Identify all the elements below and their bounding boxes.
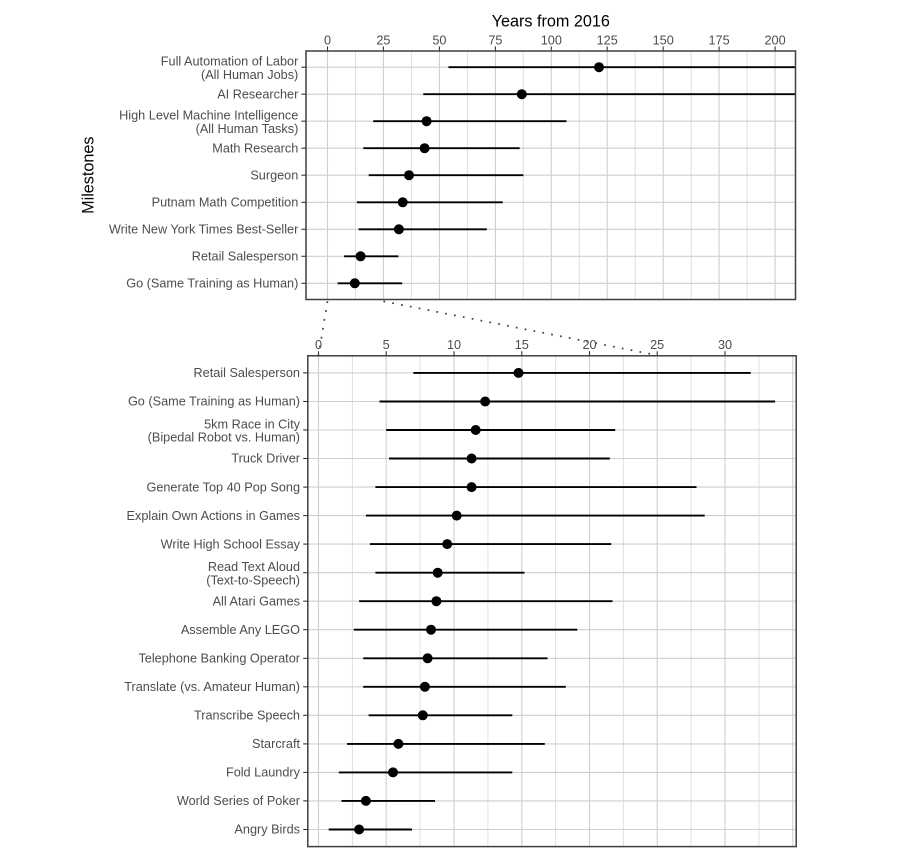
svg-text:Retail Salesperson: Retail Salesperson <box>194 366 301 380</box>
svg-text:Fold Laundry: Fold Laundry <box>226 766 301 780</box>
svg-text:Putnam Math Competition: Putnam Math Competition <box>152 196 299 210</box>
svg-text:Angry Birds: Angry Birds <box>234 823 300 837</box>
svg-text:Telephone Banking Operator: Telephone Banking Operator <box>138 652 300 666</box>
svg-text:Go (Same Training as Human): Go (Same Training as Human) <box>128 395 300 409</box>
svg-text:Retail Salesperson: Retail Salesperson <box>192 250 299 264</box>
svg-text:100: 100 <box>541 34 562 48</box>
svg-text:0: 0 <box>315 338 322 352</box>
svg-text:(Text-to-Speech): (Text-to-Speech) <box>206 573 300 587</box>
svg-text:Generate Top 40 Pop Song: Generate Top 40 Pop Song <box>146 480 300 494</box>
svg-text:World Series of Poker: World Series of Poker <box>177 794 301 808</box>
svg-text:10: 10 <box>447 338 461 352</box>
svg-text:25: 25 <box>650 338 664 352</box>
svg-text:(Bipedal Robot vs. Human): (Bipedal Robot vs. Human) <box>148 431 300 445</box>
svg-text:200: 200 <box>765 34 786 48</box>
svg-text:20: 20 <box>582 338 596 352</box>
svg-text:150: 150 <box>653 34 674 48</box>
svg-text:50: 50 <box>432 34 446 48</box>
svg-text:25: 25 <box>376 34 390 48</box>
svg-text:Transcribe Speech: Transcribe Speech <box>194 709 300 723</box>
svg-text:AI Researcher: AI Researcher <box>217 87 299 101</box>
svg-text:0: 0 <box>324 34 331 48</box>
svg-text:15: 15 <box>515 338 529 352</box>
svg-text:(All Human Tasks): (All Human Tasks) <box>196 122 299 136</box>
svg-text:Write New York Times Best-Sell: Write New York Times Best-Seller <box>109 223 299 237</box>
svg-text:75: 75 <box>488 34 502 48</box>
svg-text:125: 125 <box>597 34 618 48</box>
svg-text:Assemble Any LEGO: Assemble Any LEGO <box>181 623 300 637</box>
svg-text:Full Automation of Labor: Full Automation of Labor <box>161 55 299 69</box>
svg-text:30: 30 <box>718 338 732 352</box>
svg-text:Milestones: Milestones <box>80 137 98 214</box>
svg-text:High Level Machine Intelligenc: High Level Machine Intelligence <box>119 109 298 123</box>
svg-text:Read Text Aloud: Read Text Aloud <box>208 560 300 574</box>
svg-text:Truck Driver: Truck Driver <box>231 452 300 466</box>
svg-text:All Atari Games: All Atari Games <box>213 594 300 608</box>
svg-text:5km Race in City: 5km Race in City <box>204 417 301 431</box>
svg-text:Starcraft: Starcraft <box>252 737 300 751</box>
svg-text:Math Research: Math Research <box>212 141 298 155</box>
svg-text:Years from 2016: Years from 2016 <box>492 12 610 30</box>
svg-text:5: 5 <box>383 338 390 352</box>
svg-text:Explain Own Actions in Games: Explain Own Actions in Games <box>127 509 300 523</box>
svg-text:175: 175 <box>709 34 730 48</box>
svg-text:Go (Same Training as Human): Go (Same Training as Human) <box>126 277 298 291</box>
svg-text:Surgeon: Surgeon <box>250 168 298 182</box>
svg-text:Write High School Essay: Write High School Essay <box>161 537 301 551</box>
svg-text:Translate (vs. Amateur Human): Translate (vs. Amateur Human) <box>124 680 300 694</box>
svg-text:(All Human Jobs): (All Human Jobs) <box>201 68 298 82</box>
